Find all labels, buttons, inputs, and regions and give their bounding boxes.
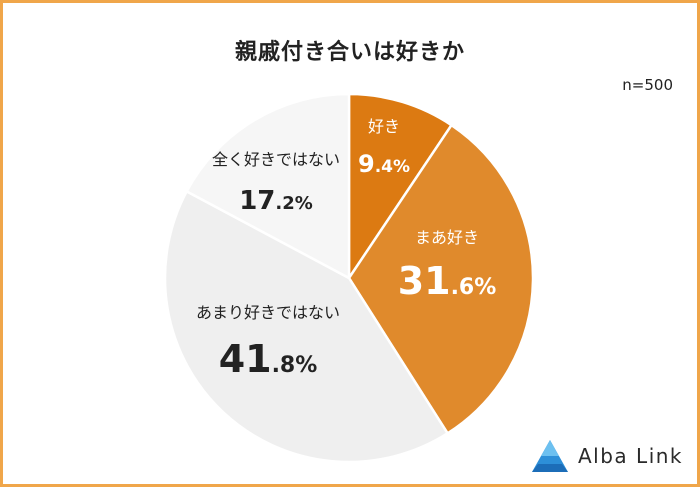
alba-link-logo: Alba Link <box>530 438 690 474</box>
slice-label: あまり好きではない <box>196 303 340 322</box>
pie-slice <box>347 123 535 436</box>
slice-value: 41.8% <box>219 337 318 381</box>
slice-value: 9.4% <box>358 150 410 178</box>
slice-label: まあ好き <box>415 228 479 247</box>
slice-value: 31.6% <box>398 259 497 303</box>
brand-name: Alba Link <box>578 444 684 468</box>
pie-slice <box>184 92 351 281</box>
slice-label: 好き <box>368 117 400 136</box>
pie-slice <box>163 189 450 464</box>
sample-size-label: n=500 <box>622 76 673 94</box>
slice-label: 全く好きではない <box>212 150 340 169</box>
pie-slice <box>347 92 454 283</box>
slice-value: 17.2% <box>239 186 313 216</box>
alba-link-logo-icon <box>532 440 568 472</box>
chart-title: 親戚付き合いは好きか <box>234 40 465 65</box>
